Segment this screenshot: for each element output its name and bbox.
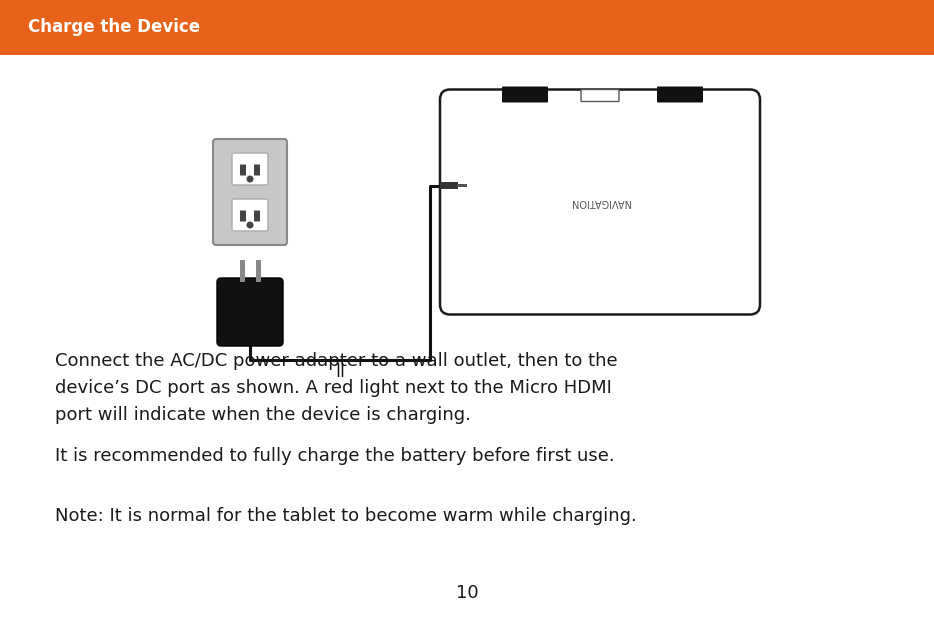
Bar (440, 182, 458, 189)
Circle shape (247, 221, 253, 229)
Text: Connect the AC/DC power adapter to a wall outlet, then to the
device’s DC port a: Connect the AC/DC power adapter to a wal… (55, 352, 617, 424)
FancyBboxPatch shape (232, 199, 268, 231)
Text: ||: || (335, 363, 345, 377)
FancyBboxPatch shape (217, 278, 283, 346)
Text: Charge the Device: Charge the Device (28, 18, 200, 37)
Text: It is recommended to fully charge the battery before first use.: It is recommended to fully charge the ba… (55, 447, 615, 465)
FancyBboxPatch shape (254, 210, 260, 221)
Bar (457, 184, 467, 187)
Text: NAVIGATION: NAVIGATION (570, 197, 630, 207)
Bar (0, 0, 934, 55)
Bar (256, 260, 261, 282)
Circle shape (247, 176, 253, 183)
FancyBboxPatch shape (440, 90, 760, 315)
FancyBboxPatch shape (232, 153, 268, 185)
FancyBboxPatch shape (581, 90, 619, 102)
FancyBboxPatch shape (254, 164, 260, 176)
FancyBboxPatch shape (657, 87, 703, 102)
FancyBboxPatch shape (240, 210, 246, 221)
Bar (239, 260, 245, 282)
FancyBboxPatch shape (240, 164, 246, 176)
Text: 10: 10 (456, 584, 478, 602)
Text: Note: It is normal for the tablet to become warm while charging.: Note: It is normal for the tablet to bec… (55, 507, 637, 525)
FancyBboxPatch shape (213, 139, 287, 245)
FancyBboxPatch shape (502, 87, 548, 102)
